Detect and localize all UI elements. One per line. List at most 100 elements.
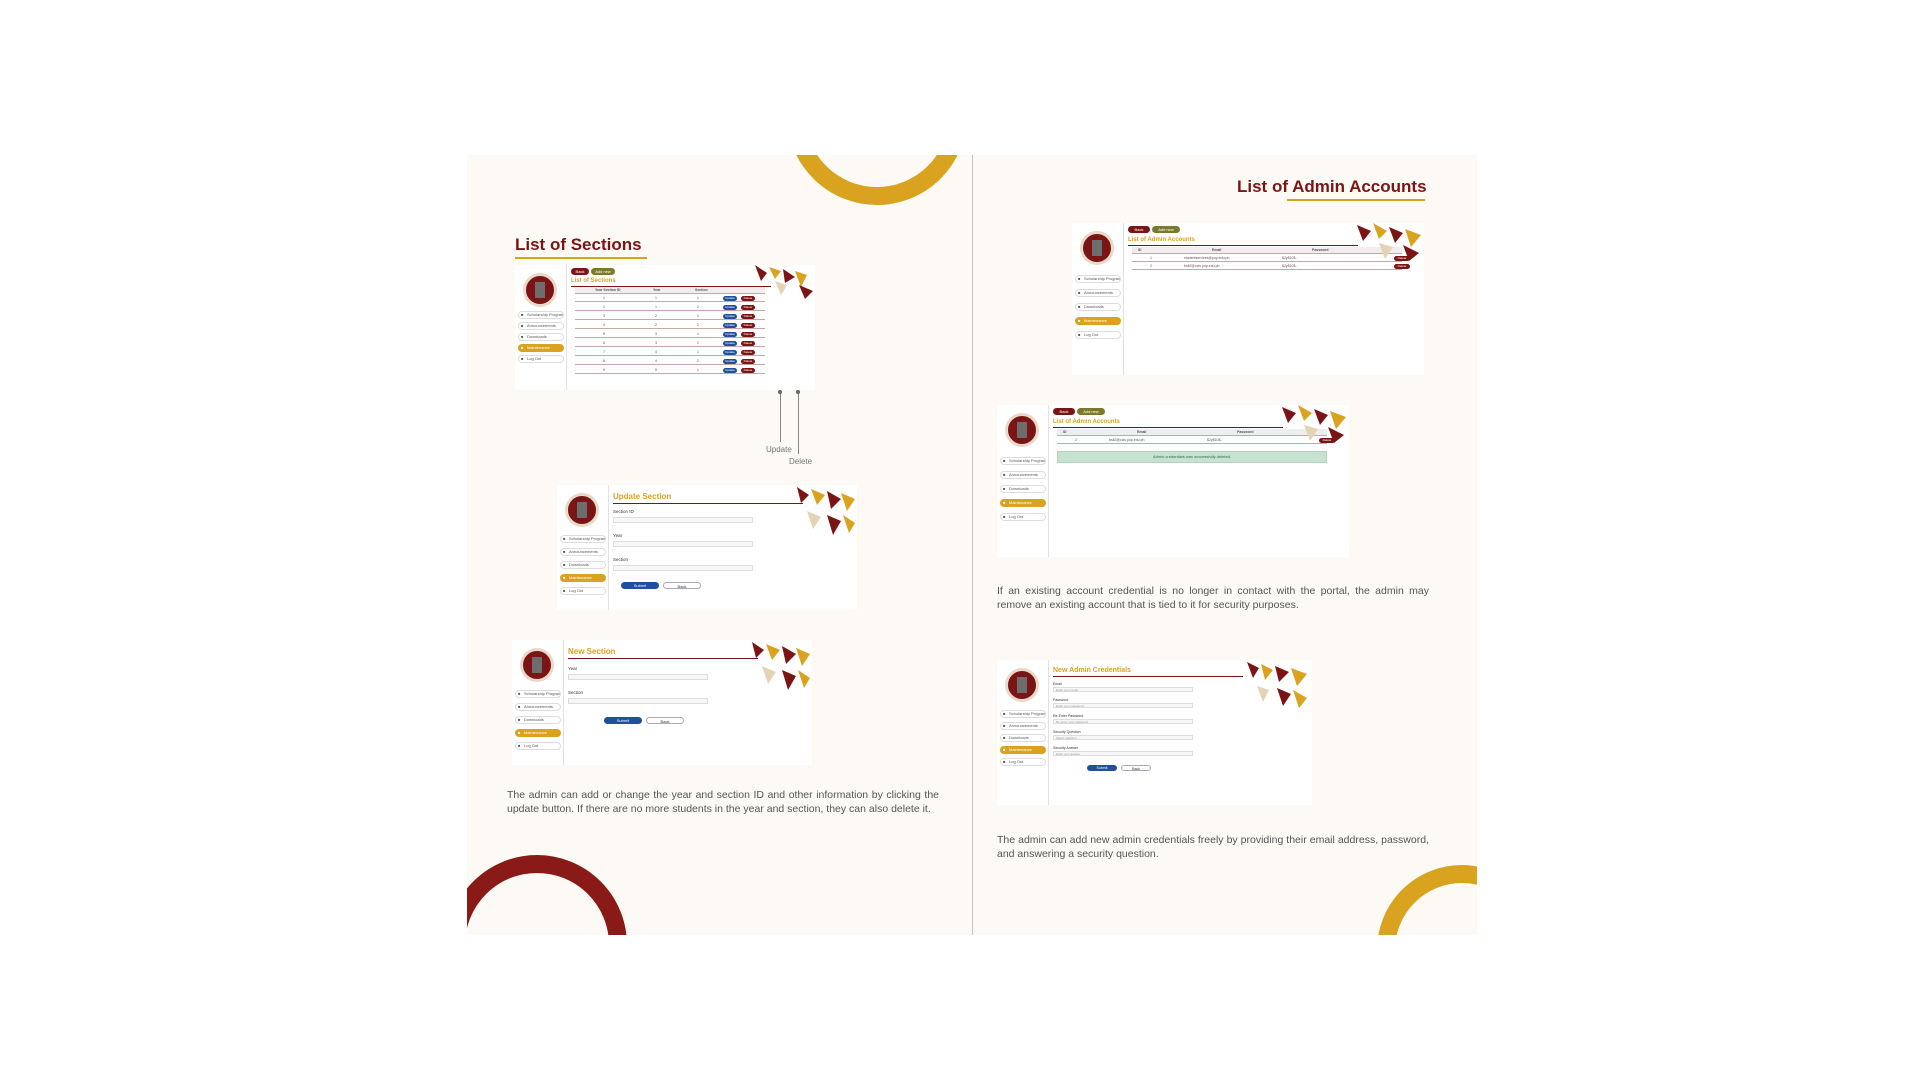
nav-item: Maintenance — [560, 574, 606, 582]
nav-item: Downloads — [515, 716, 561, 724]
nav-item: Maintenance — [1000, 499, 1046, 507]
update-button: Update — [723, 332, 737, 337]
nav-item: Downloads — [1075, 303, 1121, 311]
heading-emph: Admin Accounts — [1292, 177, 1427, 196]
nav-item: Scholarship Programs — [1000, 457, 1046, 465]
update-button: Update — [723, 305, 737, 310]
field-label: Year — [613, 533, 623, 538]
mock-title: List of Sections — [571, 278, 616, 284]
mock-title: List of Admin Accounts — [1128, 237, 1195, 243]
nav-item: Maintenance — [1075, 317, 1121, 325]
submit-button: Submit — [621, 582, 659, 589]
nav-item: Log Out — [518, 355, 564, 363]
screenshot-new-section: Scholarship Programs Announcements Downl… — [512, 640, 812, 765]
logo — [1005, 413, 1039, 447]
field — [568, 698, 708, 704]
nav-item: Announcements — [1000, 471, 1046, 479]
delete-button: Delete — [741, 314, 755, 319]
table-row: 2 bsit2@ccis.pup.edu.ph $2y$10$... — [1132, 263, 1402, 270]
nav-item: Scholarship Programs — [515, 690, 561, 698]
logo — [520, 648, 554, 682]
nav-item: Announcements — [560, 548, 606, 556]
update-callout-line — [780, 392, 781, 442]
update-button: Update — [723, 350, 737, 355]
nav-item: Downloads — [560, 561, 606, 569]
screenshot-update-section: Scholarship Programs Announcements Downl… — [557, 485, 857, 610]
field — [568, 674, 708, 680]
gold-arc-top — [787, 155, 967, 205]
delete-button: Delete — [741, 350, 755, 355]
nav-item: Maintenance — [515, 729, 561, 737]
back-button: Back — [1053, 408, 1075, 415]
nav-item: Scholarship Programs — [518, 311, 564, 319]
geometric-pattern — [752, 642, 810, 690]
delete-button: Delete — [741, 359, 755, 364]
nav-item: Log Out — [560, 587, 606, 595]
delete-button: Delete — [741, 323, 755, 328]
field: Re-enter your password — [1053, 719, 1193, 724]
update-button: Update — [723, 359, 737, 364]
logo — [1005, 668, 1039, 702]
field-label: Section ID — [613, 509, 634, 514]
delete-callout-line — [798, 392, 799, 454]
screenshot-new-admin-credentials: Scholarship Programs Announcements Downl… — [997, 660, 1312, 805]
nav-item: Log Out — [515, 742, 561, 750]
add-new-button: Add new — [591, 268, 615, 275]
field-label: Security Answer — [1053, 746, 1079, 750]
back-button: Back — [646, 717, 684, 724]
nav-item: Downloads — [1000, 485, 1046, 493]
field — [613, 565, 753, 571]
field: Enter your answer — [1053, 751, 1193, 756]
update-button: Update — [723, 368, 737, 373]
field — [613, 517, 753, 523]
nav-item: Maintenance — [518, 344, 564, 352]
field-label: Email — [1053, 682, 1062, 686]
add-new-button: Add new — [1077, 408, 1105, 415]
gold-arc-bottom-right — [1377, 865, 1477, 935]
field-label: Security Question — [1053, 730, 1081, 734]
mock-title: New Admin Credentials — [1053, 667, 1131, 674]
nav-item: Log Out — [1000, 513, 1046, 521]
nav-item: Announcements — [1000, 722, 1046, 730]
nav-item: Downloads — [1000, 734, 1046, 742]
delete-callout: Delete — [789, 457, 813, 466]
right-heading: List of Admin Accounts — [1237, 177, 1427, 201]
maroon-arc-bottom — [467, 855, 627, 935]
geometric-pattern — [1282, 405, 1346, 443]
back-button: Back — [663, 582, 701, 589]
screenshot-list-of-sections: Scholarship Programs Announcements Downl… — [515, 265, 815, 390]
screenshot-list-admin-accounts: Scholarship Programs Announcements Downl… — [1072, 223, 1424, 375]
delete-button: Delete — [741, 296, 755, 301]
geometric-pattern — [797, 487, 855, 535]
screenshot-admin-deleted: Scholarship Programs Announcements Downl… — [997, 405, 1349, 557]
submit-button: Submit — [604, 717, 642, 724]
update-button: Update — [723, 296, 737, 301]
field: Enter your password — [1053, 703, 1193, 708]
table-row: 2 bsit2@ccis.pup.edu.ph $2y$10$... — [1057, 437, 1327, 444]
field: Select question — [1053, 735, 1193, 740]
back-button: Back — [1121, 765, 1151, 771]
nav-item: Scholarship Programs — [1000, 710, 1046, 718]
nav-item: Log Out — [1075, 331, 1121, 339]
delete-button: Delete — [741, 305, 755, 310]
table-header: ID Email Password — [1057, 429, 1327, 436]
back-button: Back — [1128, 226, 1150, 233]
delete-button: Delete — [1319, 438, 1335, 443]
document-spread: List of Sections Scholarship Programs An… — [467, 155, 1477, 935]
geometric-pattern — [1247, 662, 1307, 708]
table-row: 1 studentservices@pup.edu.ph $2y$10$... — [1132, 255, 1402, 262]
field-label: Re-Enter Password — [1053, 714, 1084, 718]
nav-item: Log Out — [1000, 758, 1046, 766]
nav-item: Downloads — [518, 333, 564, 341]
callout-dot — [778, 390, 782, 394]
callout-dot — [796, 390, 800, 394]
delete-button: Delete — [1394, 256, 1410, 261]
geometric-pattern — [1357, 223, 1421, 261]
table-header: ID Email Password — [1132, 247, 1402, 254]
right-paragraph-1: If an existing account credential is no … — [997, 585, 1429, 611]
success-alert: Admin credentials was successfully delet… — [1057, 451, 1327, 463]
